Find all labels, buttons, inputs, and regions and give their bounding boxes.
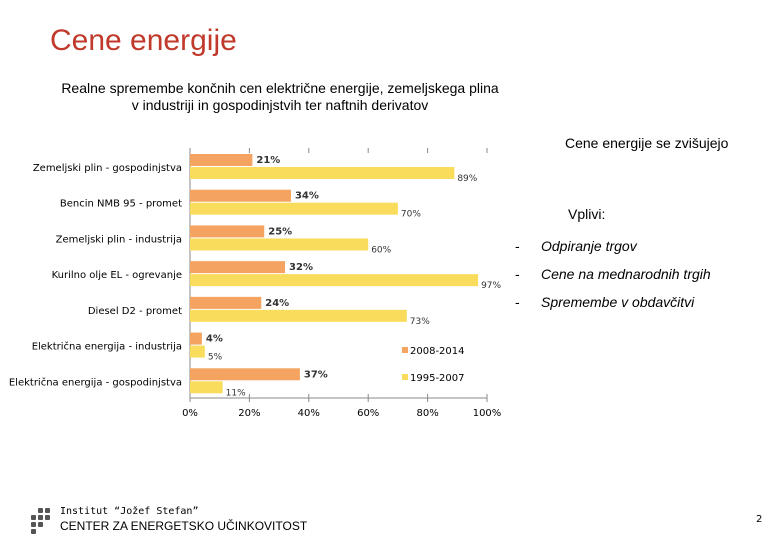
data-label: 97% (481, 281, 501, 291)
influence-text: Odpiranje trgov (541, 238, 637, 254)
x-tick-label: 100% (473, 408, 502, 419)
data-label: 34% (295, 191, 319, 202)
footer-center: CENTER ZA ENERGETSKO UČINKOVITOST (60, 519, 308, 533)
bar-series-2 (190, 381, 223, 394)
category-label: Kurilno olje EL - ogrevanje (52, 270, 182, 281)
x-tick-label: 40% (298, 408, 320, 419)
chart-title: Realne spremembe končnih cen električne … (61, 80, 499, 113)
bar-series-1 (190, 225, 265, 238)
bar-series-2 (190, 309, 407, 322)
slide-title: Cene energije (50, 24, 237, 57)
side-note: Cene energije se zvišujejo (565, 135, 729, 151)
data-label: 32% (289, 262, 313, 273)
bar-series-1 (190, 261, 286, 274)
legend-label: 2008-2014 (410, 346, 465, 357)
influence-item: - Odpiranje trgov (515, 238, 711, 266)
category-label: Zemeljski plin - industrija (56, 234, 182, 245)
data-label: 37% (304, 369, 328, 380)
bar-series-1 (190, 189, 291, 202)
bar-series-2 (190, 202, 398, 215)
bar-series-2 (190, 345, 205, 358)
data-label: 11% (226, 388, 246, 398)
data-label: 25% (268, 226, 292, 237)
influence-item: - Cene na mednarodnih trgih (515, 266, 711, 294)
bar-series-1 (190, 368, 300, 381)
legend-swatch (402, 347, 408, 353)
influences-heading: Vplivi: (568, 206, 606, 222)
data-label: 24% (265, 298, 289, 309)
page-number: 2 (756, 514, 763, 525)
x-tick-label: 20% (238, 408, 260, 419)
influence-item: - Spremembe v obdavčitvi (515, 294, 711, 322)
category-label: Diesel D2 - promet (88, 306, 182, 317)
x-tick-label: 60% (357, 408, 379, 419)
influence-text: Cene na mednarodnih trgih (541, 266, 711, 282)
list-dash: - (515, 266, 520, 282)
institute-logo-icon (31, 508, 50, 534)
bar-series-2 (190, 167, 455, 179)
list-dash: - (515, 238, 520, 254)
data-label: 5% (208, 353, 223, 363)
bar-series-2 (190, 274, 479, 287)
data-label: 4% (206, 334, 223, 345)
x-tick-label: 80% (416, 408, 438, 419)
data-label: 70% (401, 210, 421, 220)
bar-series-1 (190, 296, 262, 309)
category-label: Električna energija - industrija (32, 341, 182, 353)
data-label: 73% (410, 317, 430, 327)
data-label: 21% (256, 155, 280, 166)
bar-series-1 (190, 332, 202, 345)
list-dash: - (515, 294, 520, 310)
influence-text: Spremembe v obdavčitvi (541, 294, 695, 310)
bar-series-2 (190, 238, 369, 251)
bar-series-1 (190, 154, 253, 166)
category-label: Zemeljski plin - gospodinjstva (33, 163, 182, 174)
legend-swatch (402, 374, 408, 380)
legend-label: 1995-2007 (410, 373, 465, 384)
category-label: Električna energija - gospodinjstva (9, 376, 182, 388)
data-label: 89% (457, 174, 477, 184)
bar-chart: 0% 20% 40% 60% 80% 100% Zemeljski plin - gospo… (9, 148, 502, 419)
data-label: 60% (371, 245, 391, 255)
influences-list: - Odpiranje trgov - Cene na mednarodnih tr… (515, 238, 711, 322)
category-label: Bencin NMB 95 - promet (60, 199, 182, 210)
footer-institute: Institut “Jožef Stefan” (60, 506, 199, 517)
x-tick-label: 0% (182, 408, 198, 419)
